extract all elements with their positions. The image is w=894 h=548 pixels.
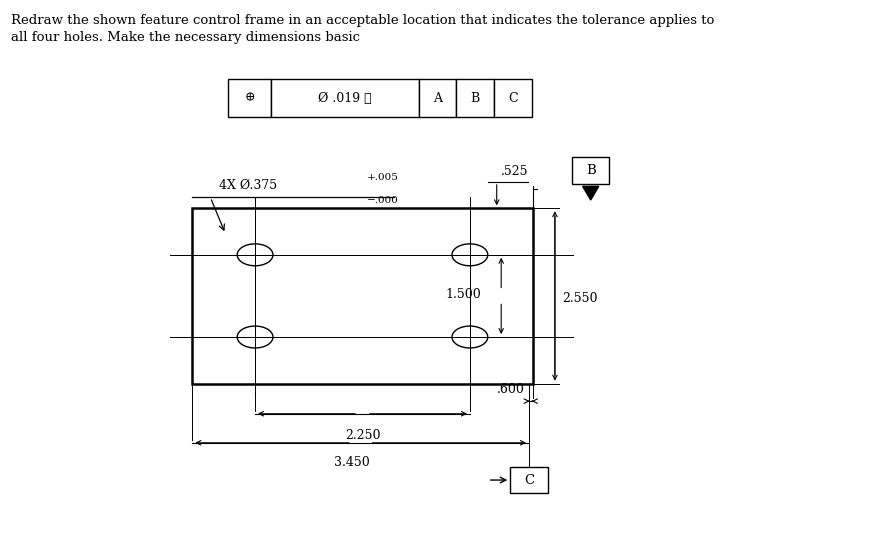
Text: Redraw the shown feature control frame in an acceptable location that indicates : Redraw the shown feature control frame i… xyxy=(11,14,713,44)
Bar xyxy=(228,79,271,117)
Bar xyxy=(418,79,456,117)
Polygon shape xyxy=(582,186,598,200)
Bar xyxy=(456,79,493,117)
Text: −.000: −.000 xyxy=(367,196,399,205)
Circle shape xyxy=(237,244,273,266)
Text: 1.500: 1.500 xyxy=(445,288,481,301)
Bar xyxy=(271,79,418,117)
Bar xyxy=(571,157,609,184)
Bar xyxy=(192,208,532,384)
Text: C: C xyxy=(508,92,517,105)
Text: .600: .600 xyxy=(496,383,524,396)
Circle shape xyxy=(237,326,273,348)
Text: C: C xyxy=(523,473,534,487)
Circle shape xyxy=(451,244,487,266)
Text: +.005: +.005 xyxy=(367,173,399,182)
Text: 2.250: 2.250 xyxy=(344,429,380,442)
Bar xyxy=(510,467,547,493)
Text: 4X Ø.375: 4X Ø.375 xyxy=(219,179,277,192)
Text: A: A xyxy=(433,92,442,105)
Text: 2.550: 2.550 xyxy=(561,292,597,305)
Bar xyxy=(493,79,531,117)
Text: ⊕: ⊕ xyxy=(244,92,255,105)
Text: 3.450: 3.450 xyxy=(333,456,369,469)
Text: Ø .019 Ⓜ: Ø .019 Ⓜ xyxy=(318,92,371,105)
Text: B: B xyxy=(586,164,595,177)
Circle shape xyxy=(451,326,487,348)
Text: B: B xyxy=(470,92,479,105)
Text: .525: .525 xyxy=(501,165,528,178)
